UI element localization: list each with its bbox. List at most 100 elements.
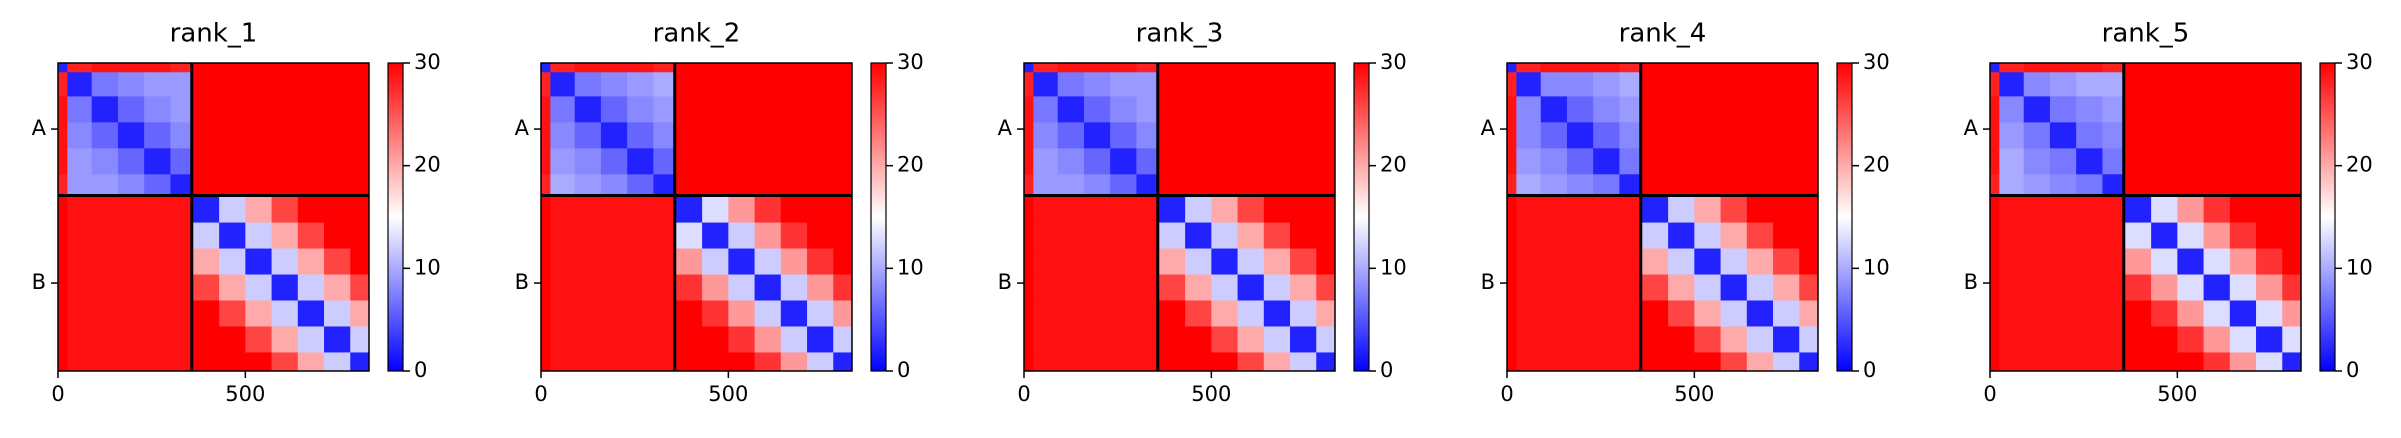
heatmap-cell (2151, 148, 2178, 175)
heatmap-cell (541, 352, 551, 372)
colorbar-tick-label: 0 (1863, 358, 1876, 382)
heatmap-cell (1033, 148, 1059, 175)
heatmap-cell (807, 248, 834, 276)
heatmap-cell (728, 300, 756, 327)
heatmap-cell (728, 326, 756, 353)
heatmap-cell (550, 72, 576, 97)
heatmap-cell (2177, 326, 2205, 353)
heatmap-cell (324, 300, 351, 327)
heatmap-cell (541, 148, 551, 175)
heatmap-cell (58, 195, 68, 224)
heatmap-cell (2023, 96, 2051, 123)
heatmap-cell (1746, 72, 1774, 97)
heatmap-cell (324, 326, 351, 353)
heatmap-cell (1593, 63, 1620, 73)
heatmap-cell (1083, 174, 1111, 196)
heatmap-cell (1157, 274, 1186, 301)
y-tick-label: A (998, 116, 1013, 140)
heatmap-cell (144, 326, 171, 353)
heatmap-cell (702, 274, 729, 301)
heatmap-cell (1720, 222, 1748, 250)
heatmap-cell (67, 72, 93, 97)
heatmap-cell (2076, 63, 2103, 73)
heatmap-cell (627, 174, 654, 196)
heatmap-cell (1720, 122, 1748, 149)
heatmap-cell (1799, 326, 1819, 353)
heatmap-cell (1746, 248, 1774, 276)
heatmap-cell (1640, 174, 1669, 196)
heatmap-cell (219, 96, 246, 123)
heatmap-cell (600, 326, 628, 353)
heatmap-cell (1694, 274, 1722, 301)
heatmap-cell (541, 248, 551, 276)
heatmap-cell (1999, 326, 2025, 353)
heatmap-cell (1057, 96, 1085, 123)
heatmap-cell (574, 352, 602, 372)
heatmap-cell (2023, 72, 2051, 97)
heatmap-cell (541, 96, 551, 123)
heatmap-cell (1540, 122, 1568, 149)
colorbar-tick-label: 30 (897, 50, 924, 74)
heatmap-cell (58, 122, 68, 149)
heatmap-cell (271, 96, 299, 123)
heatmap-cell (2151, 174, 2178, 196)
heatmap-cell (170, 195, 193, 224)
heatmap-cell (574, 148, 602, 175)
heatmap-cell (117, 122, 145, 149)
heatmap-cell (1057, 222, 1085, 250)
heatmap-cell (1033, 63, 1059, 73)
heatmap-cell (91, 63, 119, 73)
heatmap-cell (58, 72, 68, 97)
heatmap-cell (1110, 326, 1137, 353)
heatmap-cell (91, 96, 119, 123)
panel: rank_1 0 500 A B 0 10 20 30 (32, 19, 441, 407)
heatmap-cell (1316, 352, 1336, 372)
heatmap-cell (67, 300, 93, 327)
heatmap-cell (1668, 300, 1695, 327)
heatmap-cell (245, 326, 273, 353)
heatmap-cell (1773, 72, 1800, 97)
heatmap-cell (550, 274, 576, 301)
heatmap-cell (297, 174, 325, 196)
heatmap-cell (550, 63, 576, 73)
heatmap-cell (2282, 148, 2302, 175)
heatmap-cell (627, 300, 654, 327)
heatmap-cell (754, 122, 782, 149)
colorbar (1836, 62, 1853, 372)
heatmap-cell (1720, 352, 1748, 372)
heatmap-cell (754, 63, 782, 73)
heatmap-cell (144, 63, 171, 73)
heatmap-cell (191, 148, 220, 175)
x-tick-label: 500 (708, 382, 748, 406)
heatmap-cell (2229, 96, 2257, 123)
heatmap-cell (170, 96, 193, 123)
heatmap-cell (754, 352, 782, 372)
heatmap-cell (2177, 274, 2205, 301)
heatmap-cell (653, 248, 676, 276)
x-tick-label: 0 (1017, 382, 1030, 406)
heatmap-cell (2256, 195, 2283, 224)
x-tick-label: 0 (1983, 382, 1996, 406)
heatmap-cell (780, 174, 808, 196)
heatmap-cell (1668, 122, 1695, 149)
heatmap-cell (600, 96, 628, 123)
heatmap-cell (1211, 222, 1239, 250)
heatmap-cell (2023, 222, 2051, 250)
heatmap-cell (297, 248, 325, 276)
heatmap-cell (219, 326, 246, 353)
heatmap-cell (144, 222, 171, 250)
heatmap-cell (1316, 274, 1336, 301)
heatmap-cell (1316, 248, 1336, 276)
heatmap-cell (2102, 122, 2125, 149)
heatmap-cell (1516, 274, 1542, 301)
heatmap-cell (1290, 122, 1317, 149)
heatmap-cell (2102, 300, 2125, 327)
heatmap-cell (1057, 248, 1085, 276)
heatmap-cell (1990, 122, 2000, 149)
heatmap-cell (1057, 300, 1085, 327)
heatmap-cell (1640, 148, 1669, 175)
heatmap-cell (702, 148, 729, 175)
heatmap-cell (653, 174, 676, 196)
heatmap-cell (144, 96, 171, 123)
heatmap-cell (2203, 326, 2231, 353)
